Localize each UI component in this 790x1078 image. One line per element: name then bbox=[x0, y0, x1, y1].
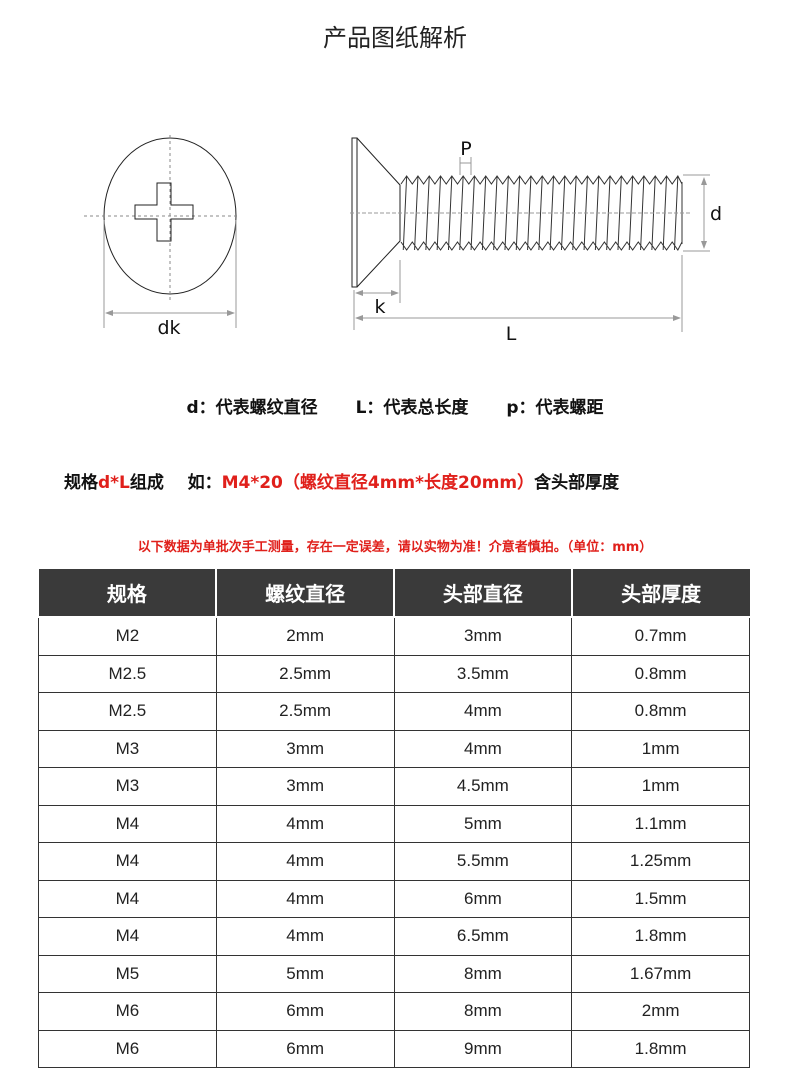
table-row: M5 5mm 8mm 1.67mm bbox=[38, 954, 750, 993]
label-dk: dk bbox=[157, 317, 180, 339]
spec-example: M4*20（螺纹直径4mm*长度20mm） bbox=[221, 473, 535, 493]
label-k: k bbox=[374, 296, 385, 318]
table-cell: 1mm bbox=[571, 729, 750, 768]
table-row: M3 3mm 4mm 1mm bbox=[38, 729, 750, 768]
table-header-row: 规格 螺纹直径 头部直径 头部厚度 bbox=[38, 569, 750, 618]
table-cell: 8mm bbox=[393, 954, 573, 993]
screw-side-view bbox=[350, 137, 710, 332]
legend-d: d：代表螺纹直径 bbox=[186, 398, 318, 418]
table-row: M4 4mm 5mm 1.1mm bbox=[38, 804, 750, 843]
table-cell: M3 bbox=[38, 767, 217, 806]
table-row: M6 6mm 9mm 1.8mm bbox=[38, 1029, 750, 1068]
table-cell: 5.5mm bbox=[393, 842, 573, 881]
table-cell: 1.25mm bbox=[571, 842, 750, 881]
table-cell: 4mm bbox=[393, 692, 573, 731]
table-cell: 3mm bbox=[215, 729, 395, 768]
spec-formula: d*L bbox=[98, 473, 130, 493]
table-row: M2 2mm 3mm 0.7mm bbox=[38, 616, 750, 656]
spec-explanation: 规格d*L组成 如：M4*20（螺纹直径4mm*长度20mm）含头部厚度 bbox=[64, 468, 619, 493]
table-cell: M2.5 bbox=[38, 692, 217, 731]
spec-middle: 组成 如： bbox=[129, 473, 222, 493]
table-cell: 8mm bbox=[393, 992, 573, 1031]
column-header: 规格 bbox=[38, 569, 218, 618]
table-cell: 4mm bbox=[393, 729, 573, 768]
label-d: d bbox=[710, 203, 722, 225]
spec-prefix: 规格 bbox=[64, 473, 98, 493]
table-cell: 2mm bbox=[215, 616, 395, 656]
label-p: P bbox=[460, 138, 471, 160]
table-row: M3 3mm 4.5mm 1mm bbox=[38, 767, 750, 806]
table-cell: M4 bbox=[38, 842, 217, 881]
size-table: 规格 螺纹直径 头部直径 头部厚度 M2 2mm 3mm 0.7mm M2.5 2.5mm 3.5… bbox=[38, 569, 750, 1068]
table-cell: 5mm bbox=[215, 954, 395, 993]
table-row: M4 4mm 5.5mm 1.25mm bbox=[38, 842, 750, 881]
table-cell: M5 bbox=[38, 954, 217, 993]
table-cell: M3 bbox=[38, 729, 217, 768]
table-row: M6 6mm 8mm 2mm bbox=[38, 992, 750, 1031]
column-header: 头部厚度 bbox=[570, 569, 750, 618]
screw-drawing: dk P d k L bbox=[84, 135, 722, 345]
table-cell: 9mm bbox=[393, 1029, 573, 1068]
table-cell: 4.5mm bbox=[393, 767, 573, 806]
head-top-view bbox=[84, 135, 240, 328]
column-header: 螺纹直径 bbox=[215, 569, 395, 618]
table-cell: 1.1mm bbox=[571, 804, 750, 843]
table-cell: 0.8mm bbox=[571, 654, 750, 693]
table-cell: 1mm bbox=[571, 767, 750, 806]
table-cell: M2.5 bbox=[38, 654, 217, 693]
table-cell: 6.5mm bbox=[393, 917, 573, 956]
table-row: M4 4mm 6mm 1.5mm bbox=[38, 879, 750, 918]
table-cell: 2mm bbox=[571, 992, 750, 1031]
table-row: M4 4mm 6.5mm 1.8mm bbox=[38, 917, 750, 956]
table-cell: 1.67mm bbox=[571, 954, 750, 993]
measurement-note: 以下数据为单批次手工测量，存在一定误差，请以实物为准！介意者慎拍。（单位：mm） bbox=[137, 540, 653, 555]
table-cell: 1.8mm bbox=[571, 917, 750, 956]
table-cell: 2.5mm bbox=[215, 654, 395, 693]
table-cell: 0.8mm bbox=[571, 692, 750, 731]
label-L: L bbox=[506, 323, 517, 345]
phillips-cross-icon bbox=[134, 182, 194, 242]
table-cell: 4mm bbox=[215, 804, 395, 843]
table-cell: 5mm bbox=[393, 804, 573, 843]
table-cell: 6mm bbox=[215, 992, 395, 1031]
table-cell: 1.5mm bbox=[571, 879, 750, 918]
column-header: 头部直径 bbox=[393, 569, 573, 618]
table-cell: 4mm bbox=[215, 917, 395, 956]
table-row: M2.5 2.5mm 4mm 0.8mm bbox=[38, 692, 750, 731]
table-cell: M4 bbox=[38, 879, 217, 918]
spec-suffix: 含头部厚度 bbox=[534, 473, 620, 493]
table-cell: M6 bbox=[38, 1029, 217, 1068]
table-cell: 6mm bbox=[215, 1029, 395, 1068]
table-row: M2.5 2.5mm 3.5mm 0.8mm bbox=[38, 654, 750, 693]
table-cell: 3mm bbox=[215, 767, 395, 806]
table-cell: 3.5mm bbox=[393, 654, 573, 693]
dimension-legend: d：代表螺纹直径 L：代表总长度 p：代表螺距 bbox=[0, 393, 790, 418]
table-cell: 3mm bbox=[393, 616, 573, 656]
legend-L: L：代表总长度 bbox=[355, 398, 469, 418]
table-cell: 1.8mm bbox=[571, 1029, 750, 1068]
table-cell: 0.7mm bbox=[571, 616, 750, 656]
page-title: 产品图纸解析 bbox=[323, 24, 467, 52]
table-cell: 4mm bbox=[215, 842, 395, 881]
table-cell: M4 bbox=[38, 804, 217, 843]
table-cell: M4 bbox=[38, 917, 217, 956]
table-cell: M2 bbox=[38, 616, 217, 656]
legend-p: p：代表螺距 bbox=[506, 398, 604, 418]
table-cell: 4mm bbox=[215, 879, 395, 918]
table-cell: M6 bbox=[38, 992, 217, 1031]
table-cell: 2.5mm bbox=[215, 692, 395, 731]
table-cell: 6mm bbox=[393, 879, 573, 918]
